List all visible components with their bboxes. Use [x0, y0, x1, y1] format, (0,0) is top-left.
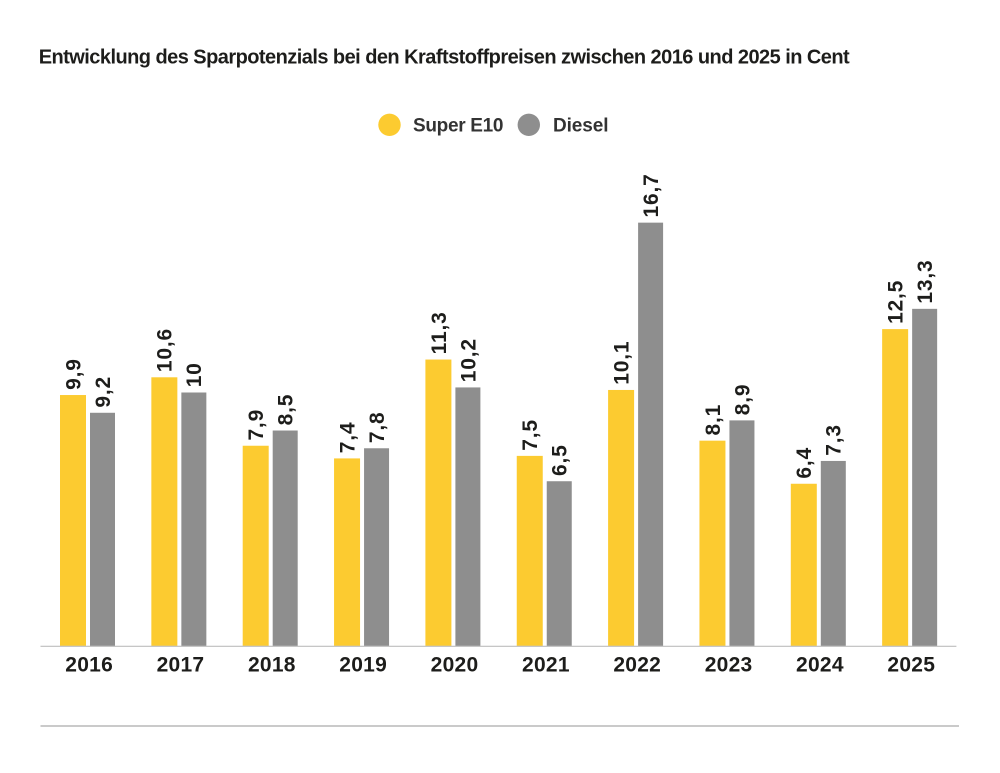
svg-text:2016: 2016 — [65, 654, 113, 677]
svg-text:9,2: 9,2 — [92, 376, 115, 408]
svg-text:7,9: 7,9 — [245, 409, 268, 441]
svg-text:2019: 2019 — [339, 654, 387, 677]
svg-text:2017: 2017 — [157, 654, 205, 677]
svg-text:8,5: 8,5 — [275, 394, 298, 426]
svg-text:8,1: 8,1 — [702, 404, 725, 436]
svg-text:2023: 2023 — [705, 654, 753, 677]
svg-text:10: 10 — [183, 362, 206, 387]
svg-text:12,5: 12,5 — [885, 280, 908, 324]
svg-text:9,9: 9,9 — [62, 358, 85, 390]
svg-text:2022: 2022 — [613, 654, 661, 677]
svg-text:7,4: 7,4 — [336, 422, 359, 454]
svg-text:7,3: 7,3 — [823, 424, 846, 456]
svg-text:2018: 2018 — [248, 654, 296, 677]
svg-text:6,4: 6,4 — [793, 447, 816, 479]
svg-text:7,8: 7,8 — [366, 411, 389, 443]
svg-text:Diesel: Diesel — [553, 115, 609, 136]
svg-text:7,5: 7,5 — [519, 419, 542, 451]
svg-text:8,9: 8,9 — [731, 384, 754, 416]
svg-text:13,3: 13,3 — [914, 260, 937, 304]
svg-text:10,1: 10,1 — [611, 341, 634, 385]
svg-text:Super E10: Super E10 — [413, 115, 504, 136]
svg-text:16,7: 16,7 — [640, 173, 663, 217]
svg-text:2024: 2024 — [796, 654, 844, 677]
svg-text:2025: 2025 — [887, 654, 935, 677]
svg-text:2020: 2020 — [431, 654, 479, 677]
svg-text:2021: 2021 — [522, 654, 570, 677]
svg-text:Entwicklung des Sparpotenzials: Entwicklung des Sparpotenzials bei den K… — [39, 47, 850, 69]
svg-text:10,2: 10,2 — [457, 338, 480, 382]
svg-text:11,3: 11,3 — [428, 311, 451, 354]
svg-text:10,6: 10,6 — [154, 328, 177, 372]
svg-text:6,5: 6,5 — [549, 444, 572, 476]
